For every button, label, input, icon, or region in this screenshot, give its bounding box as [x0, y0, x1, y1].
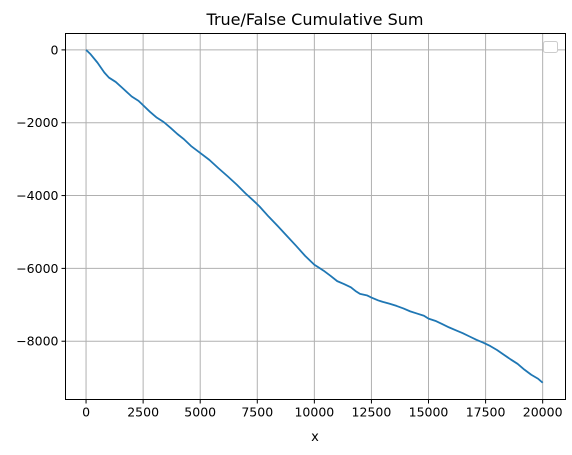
x-axis-ticks: 0 2500 5000 7500 10000 12500 15000 17500 20000: [82, 399, 563, 420]
chart-title: True/False Cumulative Sum: [206, 10, 424, 29]
y-tick-label: 0: [51, 42, 59, 57]
x-tick-label: 12500: [352, 405, 392, 420]
y-axis-ticks: 0 −2000 −4000 −6000 −8000: [16, 42, 66, 349]
series-line: [85, 49, 544, 384]
x-tick-label: 10000: [294, 405, 334, 420]
y-tick-label: −6000: [16, 261, 58, 276]
x-tick-label: 0: [82, 405, 90, 420]
x-tick-label: 17500: [466, 405, 506, 420]
y-tick-label: −2000: [16, 115, 58, 130]
series-layer: [85, 49, 544, 384]
y-tick-label: −8000: [16, 334, 58, 349]
x-axis-label: x: [311, 430, 319, 445]
x-tick-label: 20000: [523, 405, 563, 420]
x-tick-label: 15000: [409, 405, 449, 420]
legend-box: [543, 41, 558, 53]
y-tick-label: −4000: [16, 188, 58, 203]
x-tick-label: 2500: [127, 405, 159, 420]
x-tick-label: 5000: [184, 405, 216, 420]
plot-frame: [65, 33, 566, 400]
x-tick-label: 7500: [241, 405, 273, 420]
grid: [65, 33, 566, 400]
